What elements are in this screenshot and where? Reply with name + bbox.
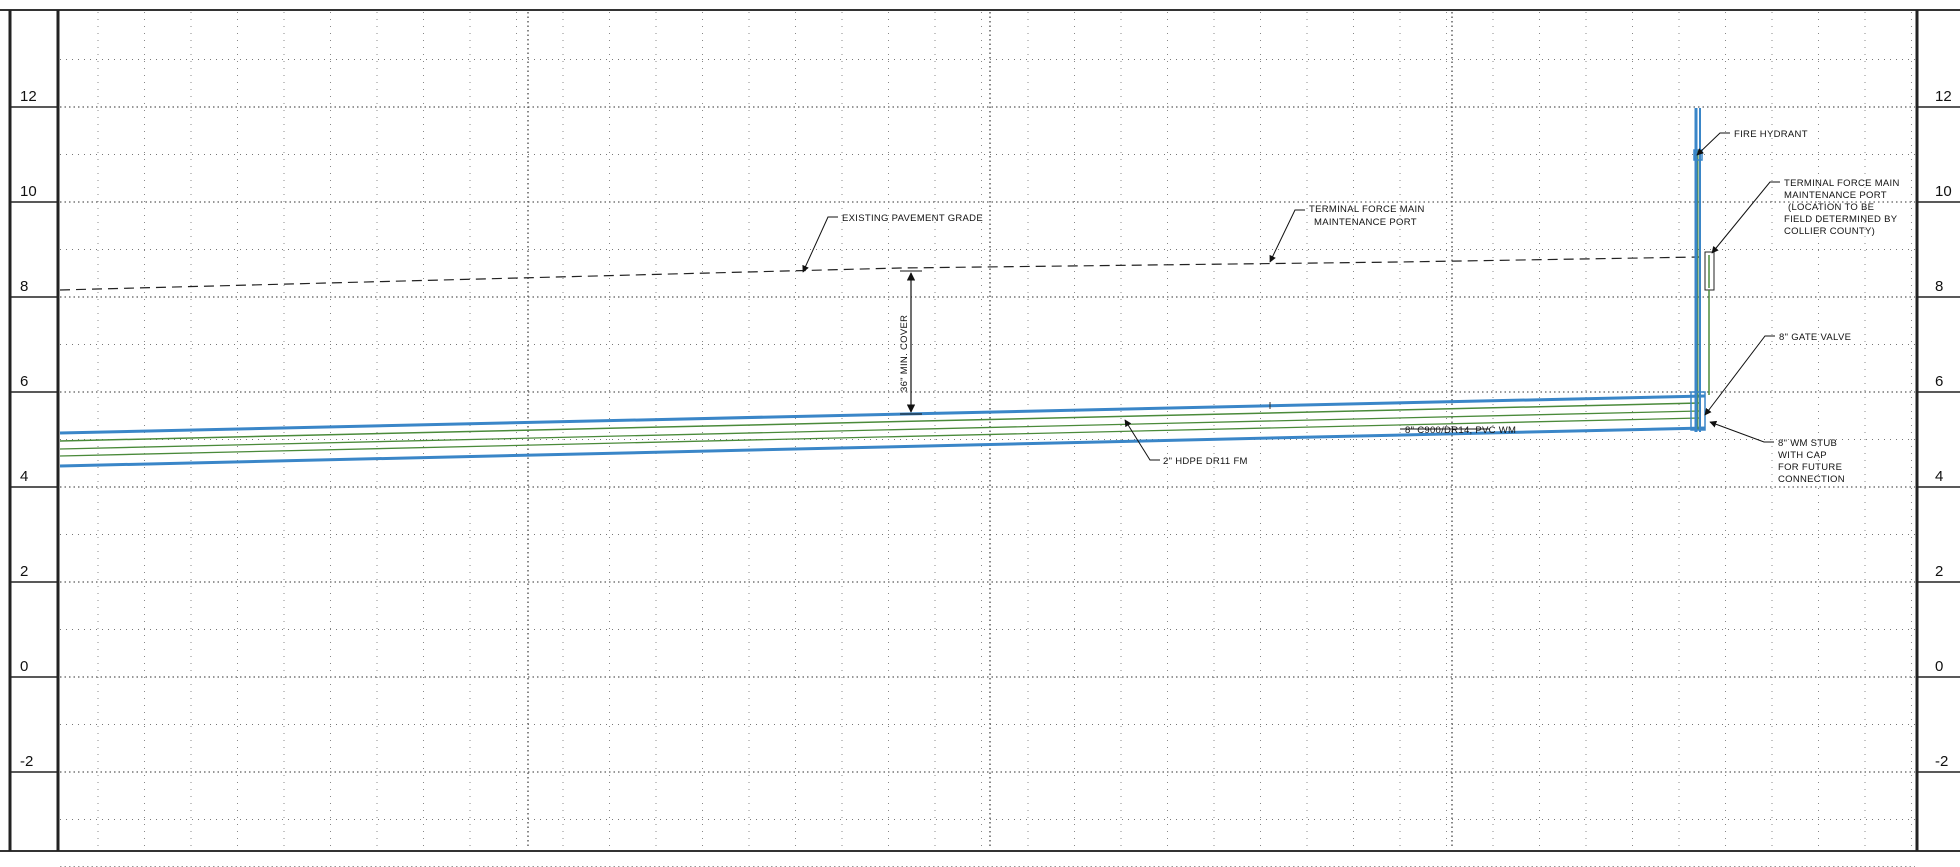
maintenance-port-box	[1704, 251, 1715, 395]
elevation-label: 0	[1935, 658, 1943, 675]
elevation-label: 2	[1935, 563, 1943, 580]
force-main-port-label-2: MAINTENANCE PORT	[1314, 217, 1417, 228]
fire-hydrant-label: FIRE HYDRANT	[1734, 129, 1808, 140]
fire-hydrant-riser	[1690, 108, 1706, 432]
elevation-label: -2	[1935, 753, 1948, 770]
elevation-label: 12	[1935, 88, 1952, 105]
left-elevation-scale: 12 10 8 6 4 2 0 -2	[10, 88, 58, 773]
water-main-pipe	[59, 402, 1701, 457]
elevation-grid	[60, 12, 1915, 867]
force-main-port-label-1: TERMINAL FORCE MAIN	[1309, 204, 1425, 215]
gate-valve-label: 8" GATE VALVE	[1779, 332, 1851, 343]
min-cover-label: 36" MIN. COVER	[899, 315, 910, 392]
min-cover-dimension	[900, 270, 922, 415]
elevation-label: 10	[20, 183, 37, 200]
elevation-label: 4	[20, 468, 28, 485]
pvc-water-main-label: 8" C900/DR14, PVC WM	[1405, 425, 1516, 436]
hdpe-force-main-label: 2" HDPE DR11 FM	[1163, 456, 1248, 467]
elevation-label: 12	[20, 88, 37, 105]
elevation-label: 8	[20, 278, 28, 295]
elevation-label: 10	[1935, 183, 1952, 200]
terminal-port-label-1: TERMINAL FORCE MAIN	[1784, 178, 1900, 189]
wm-stub-label-4: CONNECTION	[1778, 474, 1845, 485]
elevation-label: 8	[1935, 278, 1943, 295]
elevation-label: 0	[20, 658, 28, 675]
elevation-label: 4	[1935, 468, 1943, 485]
right-elevation-scale: 12 10 8 6 4 2 0 -2	[1917, 88, 1960, 773]
terminal-port-label-5: COLLIER COUNTY)	[1784, 226, 1875, 237]
elevation-label: 6	[1935, 373, 1943, 390]
elevation-label: 6	[20, 373, 28, 390]
force-main-pipe	[59, 394, 1706, 468]
terminal-port-label-4: FIELD DETERMINED BY	[1784, 214, 1898, 225]
elevation-label: 2	[20, 563, 28, 580]
wm-stub-label-3: FOR FUTURE	[1778, 462, 1842, 473]
elevation-label: -2	[20, 753, 33, 770]
existing-pavement-grade-label: EXISTING PAVEMENT GRADE	[842, 213, 983, 224]
sheet-frame	[0, 9, 1960, 852]
existing-pavement-grade-line	[59, 256, 1701, 291]
leader-lines	[802, 132, 1780, 461]
wm-stub-label-2: WITH CAP	[1778, 450, 1827, 461]
terminal-port-label-3: (LOCATION TO BE	[1788, 202, 1874, 213]
terminal-port-label-2: MAINTENANCE PORT	[1784, 190, 1887, 201]
wm-stub-label-1: 8" WM STUB	[1778, 438, 1837, 449]
